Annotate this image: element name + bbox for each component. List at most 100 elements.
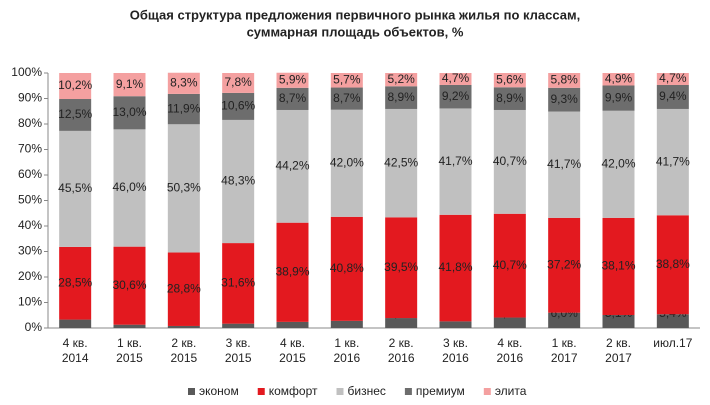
- bar-segment: [493, 73, 526, 88]
- chart-title: Общая структура предложения первичного р…: [130, 7, 580, 22]
- data-label: 44,2%: [275, 159, 309, 173]
- data-label: 38,9%: [275, 264, 309, 278]
- x-tick-line: 4 кв.: [497, 336, 522, 350]
- x-tick-line: 2 кв.: [606, 336, 631, 350]
- bar-segment: [276, 321, 309, 328]
- x-tick-line: 2016: [333, 351, 360, 365]
- bar-segment: [167, 93, 200, 125]
- legend-label: эконом: [199, 384, 239, 398]
- data-label: 42,0%: [601, 156, 635, 170]
- data-label: 28,8%: [167, 281, 201, 295]
- y-tick-label: 100%: [11, 65, 42, 79]
- legend-swatch: [483, 388, 491, 395]
- x-tick-line: 2014: [62, 351, 89, 365]
- bar-segment: [59, 246, 92, 320]
- y-tick-label: 10%: [18, 295, 42, 309]
- bar-segment: [167, 325, 200, 328]
- bar-segment: [276, 109, 309, 223]
- bar-segment: [493, 317, 526, 328]
- data-label: 10,2%: [58, 78, 92, 92]
- data-label: 42,0%: [330, 155, 364, 169]
- data-label: 28,5%: [58, 275, 92, 289]
- bar-segment: [656, 84, 689, 109]
- data-label: 13,0%: [112, 105, 146, 119]
- data-label: 5,8%: [550, 73, 578, 87]
- bar-segment: [439, 321, 472, 328]
- y-tick-label: 30%: [18, 244, 42, 258]
- x-tick-line: 1 кв.: [334, 336, 359, 350]
- x-tick-line: 2015: [170, 351, 197, 365]
- bar-segment: [222, 119, 255, 244]
- bar-segment: [493, 87, 526, 110]
- bar-segment: [602, 73, 635, 86]
- bar-segment: [439, 84, 472, 109]
- x-tick-line: 2017: [551, 351, 578, 365]
- bar-segment: [439, 73, 472, 85]
- legend-swatch: [257, 388, 265, 395]
- x-tick-line: 2015: [116, 351, 143, 365]
- bar-segment: [113, 73, 146, 97]
- bar-segment: [222, 323, 255, 328]
- x-tick-label: 1 кв. 2016: [333, 336, 360, 365]
- data-label: 8,9%: [387, 90, 415, 104]
- data-label: 38,8%: [656, 257, 690, 271]
- y-tick-label: 60%: [18, 167, 42, 181]
- x-tick-line: 2015: [225, 351, 252, 365]
- x-tick-line: 2 кв.: [389, 336, 414, 350]
- x-tick-label: 2 кв. 2017: [605, 336, 632, 365]
- data-label: 39,5%: [384, 260, 418, 274]
- legend-label: премиум: [416, 384, 465, 398]
- data-label: 41,7%: [547, 157, 581, 171]
- bar-segment: [439, 214, 472, 322]
- bar-segment: [167, 124, 200, 253]
- data-label: 5,2%: [387, 72, 415, 86]
- x-tick-line: 3 кв.: [443, 336, 468, 350]
- data-label: 4,7%: [659, 71, 687, 85]
- y-tick-label: 70%: [18, 142, 42, 156]
- x-tick-label: 1 кв. 2015: [116, 336, 143, 365]
- bar-segment: [385, 217, 418, 319]
- legend-label: элита: [495, 384, 527, 398]
- x-tick-label: 1 кв. 2017: [551, 336, 578, 365]
- data-label: 41,7%: [438, 154, 472, 168]
- bar-segment: [113, 96, 146, 130]
- bar-segment: [113, 129, 146, 247]
- x-tick-line: 4 кв.: [63, 336, 88, 350]
- x-tick-label: 4 кв. 2014: [62, 336, 89, 365]
- data-label: 46,0%: [112, 180, 146, 194]
- legend-label: бизнес: [348, 384, 386, 398]
- data-label: 40,7%: [493, 154, 527, 168]
- x-tick-label: 2 кв. 2016: [388, 336, 415, 365]
- bar-segment: [548, 312, 581, 328]
- data-label: 10,6%: [221, 99, 255, 113]
- bar-segment: [602, 217, 635, 315]
- x-tick-line: 3 кв.: [226, 336, 251, 350]
- bar-segment: [656, 314, 689, 328]
- data-label: 8,3%: [170, 75, 198, 89]
- data-label: 4,9%: [605, 71, 633, 85]
- bar-segment: [330, 73, 363, 88]
- data-label: 5,7%: [333, 72, 361, 86]
- bar-segment: [493, 109, 526, 214]
- x-tick-line: 2016: [388, 351, 415, 365]
- data-label: 8,9%: [496, 91, 524, 105]
- data-label: 42,5%: [384, 155, 418, 169]
- bar-segment: [656, 108, 689, 216]
- bar-segment: [59, 319, 92, 328]
- x-tick-line: 2016: [496, 351, 523, 365]
- data-label: 9,3%: [550, 92, 578, 106]
- data-label: 8,7%: [333, 91, 361, 105]
- y-tick-label: 90%: [18, 91, 42, 105]
- x-tick-line: 1 кв.: [552, 336, 577, 350]
- bar-segment: [59, 99, 92, 131]
- bar-segment: [222, 73, 255, 93]
- bar-segment: [330, 87, 363, 110]
- data-label: 5,9%: [279, 72, 307, 86]
- bar-segment: [113, 324, 146, 328]
- bar-segment: [602, 85, 635, 111]
- bar-segment: [656, 73, 689, 85]
- data-label: 40,8%: [330, 261, 364, 275]
- x-tick-label: 3 кв. 2016: [442, 336, 469, 365]
- data-label: 50,3%: [167, 181, 201, 195]
